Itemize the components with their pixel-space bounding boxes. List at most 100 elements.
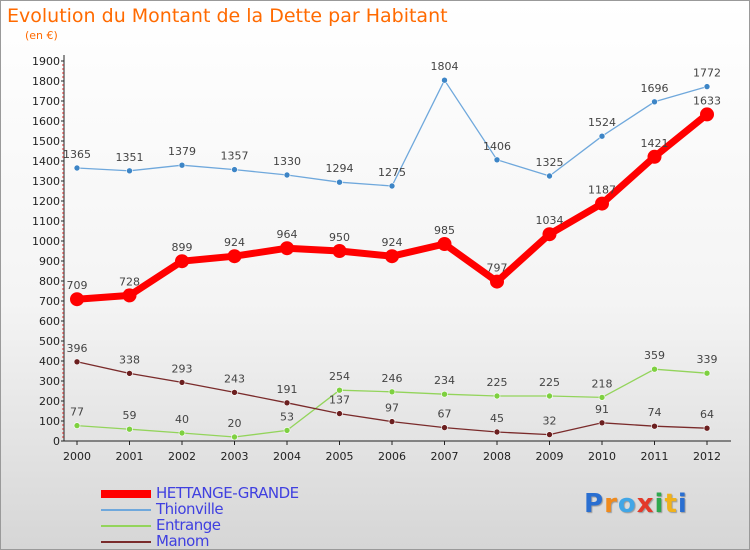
data-label-thionville: 1330 xyxy=(273,155,301,168)
data-label-entrange: 53 xyxy=(280,410,294,423)
data-point-thionville xyxy=(231,166,238,173)
data-label-manom: 91 xyxy=(595,403,609,416)
y-tick-label: 1900 xyxy=(32,55,60,68)
x-tick-label: 2011 xyxy=(641,450,669,463)
data-label-entrange: 359 xyxy=(644,349,665,362)
y-tick-label: 500 xyxy=(39,335,60,348)
data-label-thionville: 1406 xyxy=(483,140,511,153)
y-tick-label: 900 xyxy=(39,255,60,268)
data-point-hettange-grande xyxy=(700,107,714,122)
data-point-manom xyxy=(231,389,238,396)
data-point-entrange xyxy=(388,388,396,396)
data-point-entrange xyxy=(546,392,553,400)
data-point-entrange xyxy=(598,394,606,401)
y-tick-label: 300 xyxy=(39,375,60,388)
data-point-entrange xyxy=(703,369,711,377)
x-tick-label: 2004 xyxy=(273,450,301,463)
data-label-entrange: 59 xyxy=(123,409,137,422)
y-tick-label: 1200 xyxy=(32,195,60,208)
data-label-hettange-grande: 728 xyxy=(119,275,140,288)
data-label-thionville: 1804 xyxy=(431,60,459,73)
data-label-manom: 97 xyxy=(385,402,399,415)
data-label-entrange: 218 xyxy=(592,377,613,390)
data-point-entrange xyxy=(441,390,448,398)
data-label-hettange-grande: 1633 xyxy=(693,94,721,107)
data-label-manom: 243 xyxy=(224,372,245,385)
chart-subtitle: (en €) xyxy=(25,29,58,42)
legend-swatch xyxy=(101,525,151,527)
x-tick-label: 2001 xyxy=(116,450,144,463)
legend-label: Manom xyxy=(156,532,209,550)
legend-swatch xyxy=(101,541,151,543)
data-label-entrange: 77 xyxy=(70,406,84,419)
data-label-thionville: 1379 xyxy=(168,145,196,158)
y-tick-label: 1400 xyxy=(32,155,60,168)
x-tick-label: 2012 xyxy=(693,450,721,463)
data-point-entrange xyxy=(73,422,81,429)
data-label-hettange-grande: 924 xyxy=(382,236,403,249)
data-point-entrange xyxy=(283,427,291,434)
axes: 0 100 200 300 400 500 600 700 800 900 1000 1100 1200… xyxy=(32,55,731,463)
legend-label: Thionville xyxy=(156,500,224,518)
data-label-thionville: 1696 xyxy=(641,82,669,95)
data-label-thionville: 1275 xyxy=(378,166,406,179)
data-label-entrange: 254 xyxy=(329,370,350,383)
data-label-entrange: 339 xyxy=(697,353,718,366)
data-label-manom: 338 xyxy=(119,353,140,366)
data-label-thionville: 1325 xyxy=(536,156,564,169)
data-label-entrange: 40 xyxy=(175,413,189,426)
data-point-thionville xyxy=(493,156,501,164)
y-tick-label: 1500 xyxy=(32,135,60,148)
data-point-entrange xyxy=(178,429,186,437)
data-point-hettange-grande xyxy=(122,288,137,303)
y-tick-label: 1600 xyxy=(32,115,60,128)
data-label-manom: 137 xyxy=(329,394,350,407)
data-label-hettange-grande: 964 xyxy=(277,228,298,241)
data-point-manom xyxy=(546,431,553,438)
data-labels: 1365 1351 1379 1357 1330 1294 1275 1804 1406 1325… xyxy=(63,60,721,430)
data-label-hettange-grande: 950 xyxy=(329,231,350,244)
x-tick-label: 2006 xyxy=(378,450,406,463)
data-label-manom: 293 xyxy=(172,362,193,375)
x-tick-label: 2003 xyxy=(221,450,249,463)
data-label-entrange: 225 xyxy=(487,376,508,389)
data-label-manom: 32 xyxy=(543,415,557,428)
data-point-thionville xyxy=(703,83,711,90)
data-point-manom xyxy=(283,399,291,407)
legend-label: HETTANGE-GRANDE xyxy=(156,484,299,502)
data-label-entrange: 20 xyxy=(228,417,242,430)
data-point-hettange-grande xyxy=(70,292,84,307)
data-point-hettange-grande xyxy=(175,254,189,269)
data-label-thionville: 1357 xyxy=(221,150,249,163)
data-point-hettange-grande xyxy=(227,249,242,264)
data-point-manom xyxy=(73,358,81,366)
data-point-hettange-grande xyxy=(542,227,557,242)
data-point-entrange xyxy=(126,425,133,433)
series-line-hettange-grande xyxy=(73,110,711,303)
data-label-manom: 67 xyxy=(438,408,452,421)
x-tick-label: 2009 xyxy=(536,450,564,463)
y-tick-label: 800 xyxy=(39,275,60,288)
x-tick-label: 2002 xyxy=(168,450,196,463)
data-label-manom: 64 xyxy=(700,408,714,421)
data-label-entrange: 234 xyxy=(434,374,455,387)
data-point-manom xyxy=(126,370,133,377)
data-label-hettange-grande: 1034 xyxy=(536,214,564,227)
x-tick-label: 2005 xyxy=(326,450,354,463)
data-label-hettange-grande: 797 xyxy=(487,262,508,275)
x-tick-label: 2010 xyxy=(588,450,616,463)
data-point-thionville xyxy=(388,182,396,190)
data-point-hettange-grande xyxy=(437,237,452,251)
data-label-thionville: 1365 xyxy=(63,148,91,161)
data-point-entrange xyxy=(651,365,658,373)
series-lines xyxy=(70,76,714,441)
data-label-manom: 74 xyxy=(648,406,662,419)
data-label-hettange-grande: 1187 xyxy=(588,184,616,197)
data-label-thionville: 1351 xyxy=(116,151,144,164)
data-label-manom: 396 xyxy=(67,342,88,355)
y-tick-label: 1100 xyxy=(32,215,60,228)
data-point-thionville xyxy=(126,167,133,175)
data-label-thionville: 1524 xyxy=(588,116,616,129)
data-point-hettange-grande xyxy=(332,244,347,258)
